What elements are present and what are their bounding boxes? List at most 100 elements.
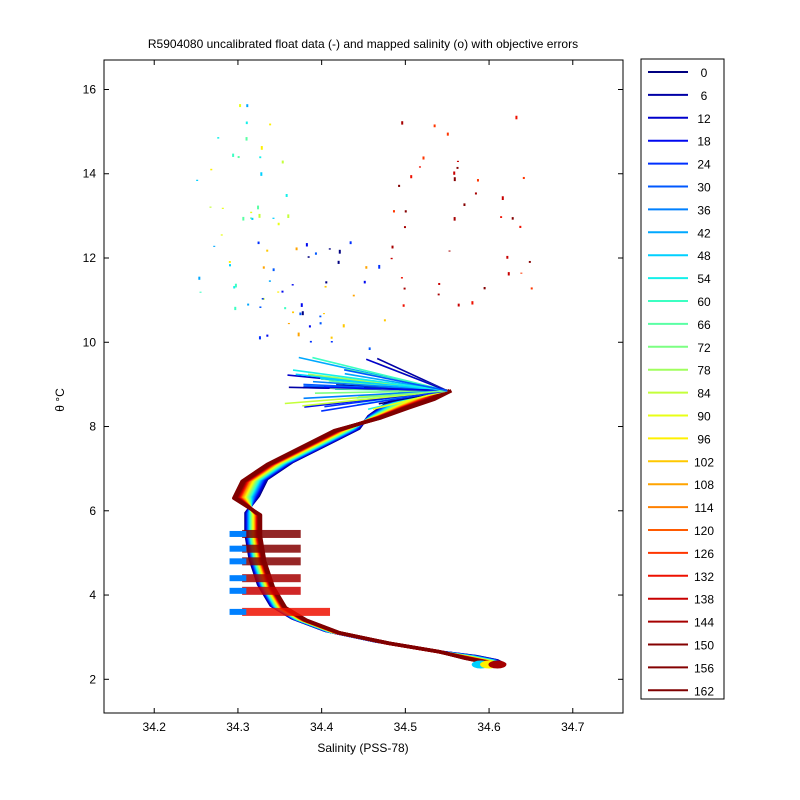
surface-point xyxy=(383,319,386,322)
x-tick-label: 34.7 xyxy=(561,720,585,734)
legend-label: 18 xyxy=(697,135,711,149)
surface-point xyxy=(300,303,303,307)
surface-point xyxy=(506,255,509,259)
y-tick-label: 16 xyxy=(83,82,97,96)
surface-point xyxy=(324,285,327,288)
surface-point xyxy=(338,249,341,254)
surface-point xyxy=(266,334,269,337)
intrusion-band xyxy=(242,557,301,566)
surface-point xyxy=(401,121,404,125)
surface-point xyxy=(507,272,510,276)
intrusion-band-edge xyxy=(229,545,247,552)
surface-trace xyxy=(321,389,448,412)
intrusion-band-edge xyxy=(229,530,247,537)
legend-label: 36 xyxy=(697,203,711,217)
surface-point xyxy=(228,261,231,263)
y-tick-label: 10 xyxy=(83,335,97,349)
surface-point xyxy=(448,250,451,252)
surface-point xyxy=(476,179,479,182)
legend-label: 96 xyxy=(697,432,711,446)
y-tick-label: 2 xyxy=(89,672,96,686)
surface-trace xyxy=(343,369,448,392)
surface-point xyxy=(250,211,253,214)
y-tick-label: 8 xyxy=(89,420,96,434)
surface-point xyxy=(250,217,253,219)
surface-point xyxy=(363,280,366,284)
intrusion-band xyxy=(242,529,301,538)
legend-label: 42 xyxy=(697,226,711,240)
surface-point xyxy=(471,301,474,305)
plot-frame xyxy=(103,59,624,714)
surface-point xyxy=(309,340,312,343)
surface-point xyxy=(209,206,212,208)
legend-label: 84 xyxy=(697,387,711,401)
surface-point xyxy=(234,306,237,311)
legend-box xyxy=(640,58,725,700)
surface-point xyxy=(247,303,250,306)
surface-point xyxy=(456,160,459,163)
surface-point xyxy=(352,294,355,297)
surface-point xyxy=(438,282,441,285)
surface-point xyxy=(272,268,275,272)
profile-curves xyxy=(229,356,507,669)
x-axis-ticks: 34.2 34.3 34.4 34.5 34.6 34.7 xyxy=(143,60,585,734)
surface-point xyxy=(322,313,325,315)
surface-trace xyxy=(323,386,448,392)
surface-point xyxy=(530,287,533,290)
surface-trace xyxy=(365,358,448,392)
intrusion-band xyxy=(242,586,301,595)
surface-point xyxy=(457,303,460,307)
surface-point xyxy=(262,266,265,269)
surface-point xyxy=(233,286,236,289)
surface-point xyxy=(232,153,235,157)
legend-label: 108 xyxy=(694,478,714,492)
surface-point xyxy=(453,217,456,221)
intrusion-band xyxy=(242,574,301,583)
legend-label: 12 xyxy=(697,112,711,126)
surface-point xyxy=(272,217,275,219)
legend-label: 48 xyxy=(697,249,711,263)
surface-point xyxy=(257,205,260,210)
surface-point xyxy=(292,311,295,314)
surface-point xyxy=(234,283,237,288)
surface-point xyxy=(287,214,290,218)
surface-point xyxy=(261,298,264,300)
surface-point xyxy=(228,264,231,267)
intrusion-band-edge xyxy=(229,587,247,594)
surface-point xyxy=(266,249,269,252)
surface-trace xyxy=(312,356,448,392)
surface-point xyxy=(404,210,407,213)
surface-point xyxy=(337,260,340,264)
surface-point xyxy=(330,336,333,339)
surface-point xyxy=(325,281,328,284)
surface-point xyxy=(500,216,503,218)
legend-label: 126 xyxy=(694,547,714,561)
surface-point xyxy=(213,245,216,247)
surface-point xyxy=(257,241,260,245)
surface-trace xyxy=(292,369,448,392)
intrusion-band-edge xyxy=(229,608,247,615)
surface-point xyxy=(242,216,245,221)
surface-point xyxy=(268,280,271,282)
legend-label: 150 xyxy=(694,639,714,653)
intrusion-band xyxy=(242,607,331,616)
surface-point xyxy=(474,192,477,195)
surface-point xyxy=(319,322,322,325)
surface-point xyxy=(251,217,254,220)
surface-point xyxy=(365,266,368,269)
surface-point xyxy=(437,293,440,296)
legend-items: 0 6 12 18 24 30 36 42 48 54 60 66 72 78 84 90 96 102 108 11… xyxy=(648,66,714,698)
surface-point xyxy=(196,179,199,182)
surface-point xyxy=(245,121,248,125)
x-tick-label: 34.6 xyxy=(477,720,501,734)
surface-point xyxy=(391,245,394,249)
intrusion-band-edge xyxy=(229,575,247,582)
surface-point xyxy=(277,291,280,293)
surface-point xyxy=(281,160,284,164)
surface-point xyxy=(403,287,406,290)
surface-point xyxy=(217,137,220,139)
chart-title: R5904080 uncalibrated float data (-) and… xyxy=(148,37,578,51)
surface-point xyxy=(287,322,290,325)
legend: 0 6 12 18 24 30 36 42 48 54 60 66 72 78 84 90 96 102 108 11… xyxy=(640,58,725,700)
